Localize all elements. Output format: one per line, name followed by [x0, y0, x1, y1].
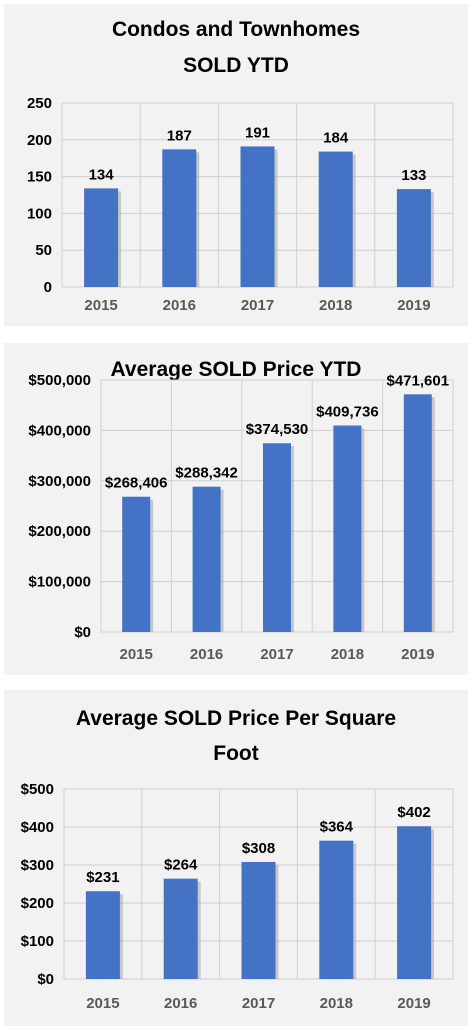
- y-tick-label: $0: [74, 624, 91, 641]
- y-tick-label: $100: [21, 933, 54, 950]
- chart-sold-ytd: Condos and Townhomes SOLD YTD 0 50 100 150 200…: [27, 18, 454, 314]
- y-tick-label: $200,000: [28, 523, 91, 540]
- bar: [319, 840, 354, 979]
- x-tick-label: 2016: [163, 297, 196, 314]
- data-label: 187: [167, 127, 192, 144]
- y-tick-label: 100: [27, 205, 52, 222]
- data-label: $308: [242, 840, 275, 857]
- bar: [240, 146, 275, 287]
- data-label: 134: [89, 166, 115, 183]
- x-tick-label: 2019: [397, 297, 430, 314]
- chart-panel-sold-ytd: Condos and Townhomes SOLD YTD 0 50 100 150 200…: [4, 4, 468, 326]
- data-label: $409,736: [316, 403, 379, 420]
- y-tick-label: $100,000: [28, 574, 91, 591]
- chart-panel-price-per-sqft: Average SOLD Price Per Square Foot $0 $100 $…: [4, 690, 468, 1026]
- x-tick-label: 2018: [331, 646, 364, 663]
- data-label: $268,406: [105, 475, 168, 492]
- bar: [192, 486, 221, 632]
- y-tick-label: 200: [27, 132, 52, 149]
- x-tick-label: 2019: [397, 995, 430, 1012]
- y-tick-label: $0: [37, 971, 54, 988]
- chart-title-line: Average SOLD Price Per Square: [76, 707, 396, 730]
- y-tick-label: $400,000: [28, 422, 91, 439]
- x-tick-label: 2015: [120, 646, 153, 663]
- data-label: $288,342: [175, 465, 238, 482]
- chart-price-per-sqft: Average SOLD Price Per Square Foot $0 $100 $…: [21, 707, 454, 1012]
- bar: [241, 861, 276, 979]
- data-label: $264: [164, 857, 198, 874]
- bar: [84, 188, 119, 287]
- y-tick-label: 0: [44, 279, 52, 296]
- y-tick-label: $300: [21, 857, 54, 874]
- x-tick-label: 2019: [401, 646, 434, 663]
- y-tick-label: 250: [27, 95, 52, 112]
- y-tick-label: $200: [21, 895, 54, 912]
- bar: [163, 878, 198, 979]
- x-tick-label: 2018: [320, 995, 353, 1012]
- data-label: 191: [245, 124, 270, 141]
- bar: [162, 149, 197, 287]
- y-tick-label: $400: [21, 819, 54, 836]
- bar: [318, 151, 353, 287]
- chart-title-line: Foot: [213, 742, 258, 765]
- bar: [403, 394, 432, 632]
- y-tick-label: $300,000: [28, 473, 91, 490]
- data-label: 184: [323, 130, 349, 147]
- x-tick-label: 2015: [84, 297, 117, 314]
- bar: [263, 443, 291, 632]
- y-tick-label: $500,000: [28, 372, 91, 389]
- x-tick-label: 2016: [190, 646, 223, 663]
- data-label: 133: [401, 167, 426, 184]
- y-tick-label: 50: [35, 242, 52, 259]
- bar: [333, 425, 362, 632]
- y-tick-label: 150: [27, 169, 52, 186]
- data-label: $364: [320, 819, 354, 836]
- data-label: $402: [397, 804, 430, 821]
- data-label: $471,601: [387, 372, 450, 389]
- x-tick-label: 2015: [86, 995, 119, 1012]
- y-tick-label: $500: [21, 781, 54, 798]
- bar: [396, 189, 431, 287]
- bar: [122, 496, 151, 632]
- x-tick-label: 2017: [242, 995, 275, 1012]
- data-label: $231: [86, 869, 119, 886]
- chart-title-line: Condos and Townhomes: [112, 18, 360, 41]
- x-tick-label: 2018: [319, 297, 352, 314]
- x-tick-label: 2016: [164, 995, 197, 1012]
- chart-title-line: Average SOLD Price YTD: [111, 358, 362, 381]
- chart-avg-price: Average SOLD Price YTD $0 $100,000 $200,000…: [28, 358, 454, 663]
- chart-panel-avg-price: Average SOLD Price YTD $0 $100,000 $200,000…: [4, 343, 468, 675]
- chart-title-line: SOLD YTD: [183, 54, 289, 77]
- x-tick-label: 2017: [260, 646, 293, 663]
- bar: [397, 826, 432, 979]
- x-tick-label: 2017: [241, 297, 274, 314]
- data-label: $374,530: [246, 421, 309, 438]
- bar: [85, 891, 120, 979]
